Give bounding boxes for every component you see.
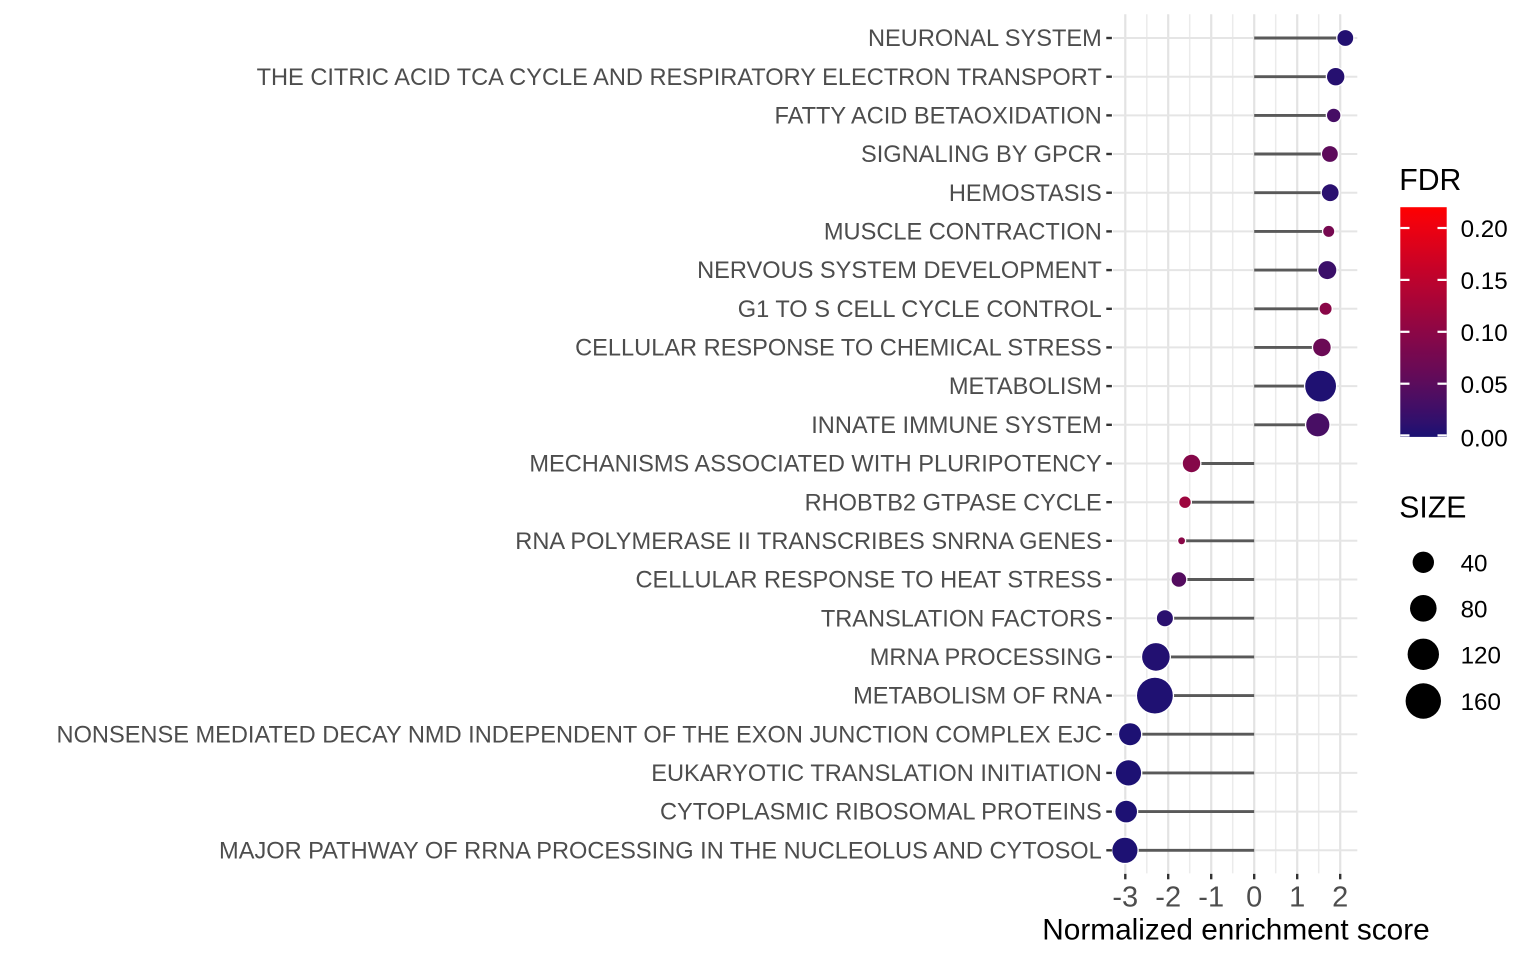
- svg-text:TRANSLATION FACTORS: TRANSLATION FACTORS: [821, 606, 1102, 632]
- svg-text:0: 0: [1246, 882, 1262, 914]
- svg-text:MUSCLE CONTRACTION: MUSCLE CONTRACTION: [824, 220, 1102, 246]
- svg-text:THE CITRIC ACID TCA CYCLE AND: THE CITRIC ACID TCA CYCLE AND RESPIRATOR…: [257, 65, 1102, 91]
- svg-text:RNA POLYMERASE II TRANSCRIBES: RNA POLYMERASE II TRANSCRIBES SNRNA GENE…: [515, 529, 1102, 555]
- svg-text:Normalized enrichment score: Normalized enrichment score: [1042, 913, 1430, 946]
- svg-text:RHOBTB2 GTPASE CYCLE: RHOBTB2 GTPASE CYCLE: [805, 490, 1102, 516]
- svg-text:HEMOSTASIS: HEMOSTASIS: [949, 181, 1102, 207]
- svg-text:0.05: 0.05: [1461, 372, 1508, 399]
- svg-text:CELLULAR RESPONSE TO CHEMICAL: CELLULAR RESPONSE TO CHEMICAL STRESS: [575, 336, 1102, 362]
- svg-text:0.15: 0.15: [1461, 268, 1508, 295]
- svg-text:SIZE: SIZE: [1399, 492, 1466, 525]
- svg-text:MRNA PROCESSING: MRNA PROCESSING: [870, 645, 1102, 671]
- svg-text:EUKARYOTIC TRANSLATION INITIAT: EUKARYOTIC TRANSLATION INITIATION: [651, 761, 1102, 787]
- svg-text:MECHANISMS ASSOCIATED WITH PLU: MECHANISMS ASSOCIATED WITH PLURIPOTENCY: [529, 452, 1102, 478]
- svg-text:METABOLISM OF RNA: METABOLISM OF RNA: [853, 684, 1102, 710]
- svg-text:METABOLISM: METABOLISM: [949, 374, 1102, 400]
- svg-text:0.20: 0.20: [1461, 216, 1508, 243]
- svg-text:INNATE IMMUNE SYSTEM: INNATE IMMUNE SYSTEM: [811, 413, 1102, 439]
- svg-text:MAJOR PATHWAY OF RRNA PROCESSI: MAJOR PATHWAY OF RRNA PROCESSING IN THE …: [219, 838, 1102, 864]
- svg-text:2: 2: [1332, 882, 1348, 914]
- svg-text:-3: -3: [1112, 882, 1138, 914]
- svg-text:FATTY ACID BETAOXIDATION: FATTY ACID BETAOXIDATION: [774, 104, 1101, 130]
- svg-text:NONSENSE MEDIATED DECAY NMD IN: NONSENSE MEDIATED DECAY NMD INDEPENDENT …: [57, 722, 1102, 748]
- svg-text:NEURONAL SYSTEM: NEURONAL SYSTEM: [868, 26, 1102, 52]
- svg-text:SIGNALING BY GPCR: SIGNALING BY GPCR: [861, 142, 1102, 168]
- svg-text:40: 40: [1461, 550, 1488, 577]
- svg-text:G1 TO S CELL CYCLE CONTROL: G1 TO S CELL CYCLE CONTROL: [738, 297, 1102, 323]
- svg-text:CYTOPLASMIC RIBOSOMAL PROTEINS: CYTOPLASMIC RIBOSOMAL PROTEINS: [660, 800, 1102, 826]
- svg-text:160: 160: [1461, 689, 1501, 716]
- svg-text:120: 120: [1461, 642, 1501, 669]
- svg-text:80: 80: [1461, 596, 1488, 623]
- svg-text:0.00: 0.00: [1461, 425, 1508, 452]
- svg-text:CELLULAR RESPONSE TO HEAT STRE: CELLULAR RESPONSE TO HEAT STRESS: [635, 568, 1101, 594]
- svg-text:1: 1: [1289, 882, 1305, 914]
- svg-text:FDR: FDR: [1399, 164, 1461, 197]
- svg-text:0.10: 0.10: [1461, 320, 1508, 347]
- svg-text:-1: -1: [1198, 882, 1224, 914]
- svg-text:NERVOUS SYSTEM DEVELOPMENT: NERVOUS SYSTEM DEVELOPMENT: [697, 258, 1102, 284]
- svg-text:-2: -2: [1155, 882, 1181, 914]
